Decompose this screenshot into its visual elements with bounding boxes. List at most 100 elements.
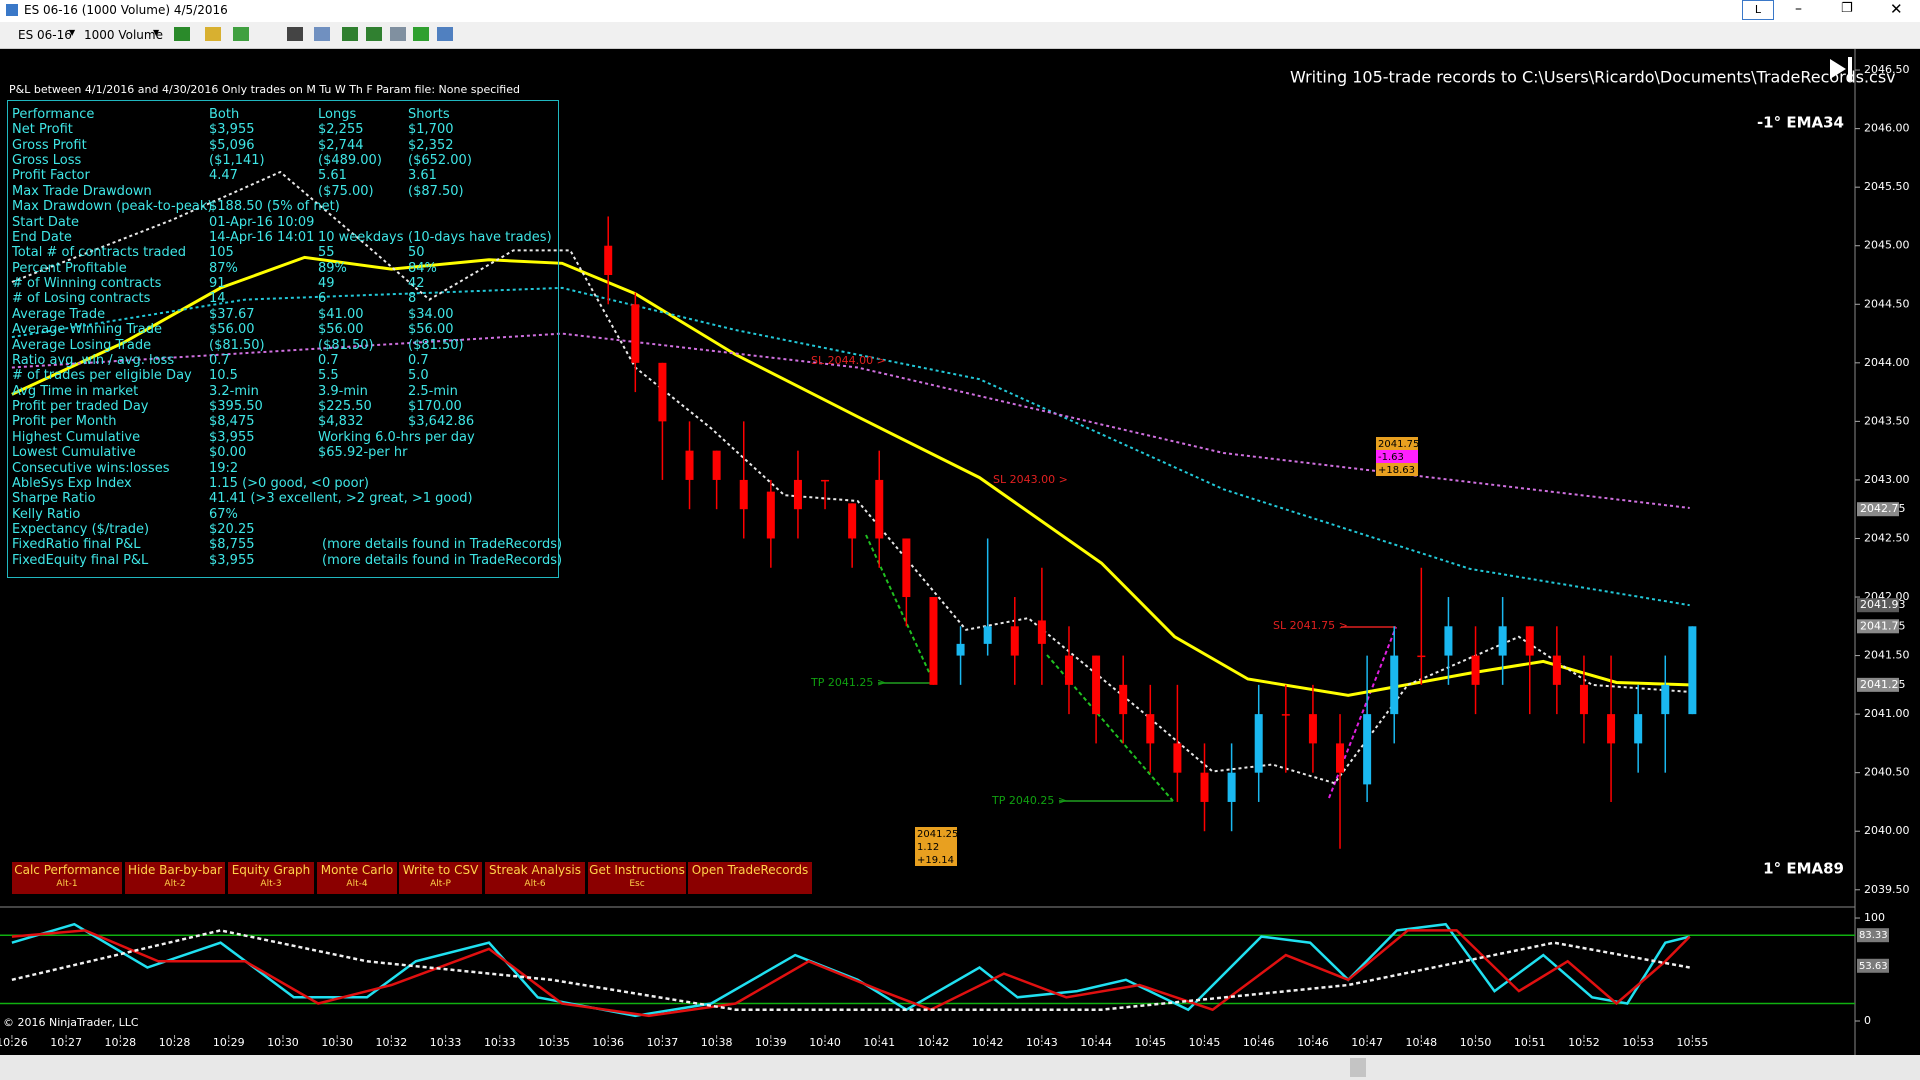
candle-body bbox=[1688, 626, 1697, 715]
osc-tick-label: 0 bbox=[1864, 1014, 1871, 1027]
order-label: TP 2041.25 > bbox=[810, 676, 886, 689]
candle-body bbox=[685, 450, 694, 480]
table-cell: $0.00 bbox=[209, 445, 247, 461]
table-cell: 8 bbox=[408, 291, 417, 307]
trade-box-text: +18.63 bbox=[1378, 465, 1415, 476]
osc-line bbox=[11, 929, 1691, 1018]
toolbar-button[interactable]: Equity Graph Alt-3 bbox=[228, 862, 314, 894]
ema-label: 1° EMA89 bbox=[1763, 860, 1844, 878]
table-cell: $3,955 bbox=[209, 429, 255, 445]
draw-tool[interactable] bbox=[205, 27, 221, 41]
toolbar-button[interactable]: Get Instructions Esc bbox=[588, 862, 686, 894]
image-tool[interactable] bbox=[390, 27, 406, 41]
table-cell: Max Trade Drawdown bbox=[12, 183, 152, 199]
table-cell: # of Losing contracts bbox=[12, 291, 151, 307]
toolbar-button[interactable]: Calc Performance Alt-1 bbox=[12, 862, 122, 894]
table-cell: $2,352 bbox=[408, 137, 454, 153]
window-title: ES 06-16 (1000 Volume) 4/5/2016 bbox=[24, 3, 228, 17]
toolbar-button[interactable]: Write to CSV Alt-P bbox=[399, 862, 482, 894]
table-cell: Percent Profitable bbox=[12, 260, 127, 276]
x-tick-label: 10:35 bbox=[538, 1036, 570, 1049]
price-tag-label: 2041.25 bbox=[1860, 678, 1906, 691]
indicator-tool[interactable] bbox=[233, 27, 249, 41]
candle-body bbox=[1417, 655, 1426, 658]
x-tick-label: 10:30 bbox=[267, 1036, 299, 1049]
y-tick-label: 2045.00 bbox=[1864, 239, 1910, 252]
toolbar-button[interactable]: Monte Carlo Alt-4 bbox=[317, 862, 397, 894]
close[interactable]: ✕ bbox=[1890, 0, 1903, 18]
table-cell: 14-Apr-16 14:01 bbox=[209, 229, 315, 245]
toolbar-button[interactable]: Hide Bar-by-bar Alt-2 bbox=[125, 862, 225, 894]
table-cell: Kelly Ratio bbox=[12, 506, 81, 522]
table-cell: 5.61 bbox=[318, 168, 347, 184]
minimize[interactable]: – bbox=[1795, 1, 1802, 17]
properties-tool[interactable] bbox=[437, 27, 453, 41]
table-cell: 0.7 bbox=[318, 352, 339, 368]
table-cell: 5.5 bbox=[318, 368, 339, 384]
header-text: P&L between 4/1/2016 and 4/30/2016 Only … bbox=[9, 83, 520, 96]
table-cell: $65.92-per hr bbox=[318, 445, 408, 461]
toolbar-button[interactable]: Open TradeRecords bbox=[688, 862, 812, 894]
candle-body bbox=[1634, 714, 1643, 744]
x-tick-label: 10:53 bbox=[1622, 1036, 1654, 1049]
toolbar-button[interactable]: Streak Analysis Alt-6 bbox=[485, 862, 585, 894]
table-cell: $56.00 bbox=[318, 322, 364, 338]
play-icon[interactable] bbox=[1830, 57, 1852, 81]
bars-tool[interactable] bbox=[174, 27, 190, 41]
maximize[interactable]: ❐ bbox=[1841, 1, 1853, 16]
trade-box bbox=[915, 840, 957, 853]
chart: Writing 105-trade records to C:\Users\Ri… bbox=[0, 49, 1910, 1055]
candle-body bbox=[1227, 772, 1236, 802]
candle-body bbox=[766, 491, 775, 539]
order-label: TP 2040.25 > bbox=[991, 794, 1067, 807]
table-cell: $56.00 bbox=[408, 322, 454, 338]
trade-box-text: 1.12 bbox=[917, 842, 939, 853]
y-tick-label: 2046.00 bbox=[1864, 122, 1910, 135]
table-cell: Average Losing Trade bbox=[12, 337, 152, 353]
x-tick-label: 10:42 bbox=[918, 1036, 950, 1049]
indicator-line bbox=[11, 286, 1690, 607]
table-cell: ($81.50) bbox=[318, 337, 374, 353]
x-tick-label: 10:55 bbox=[1677, 1036, 1709, 1049]
table-cell: 0.7 bbox=[209, 352, 230, 368]
crosshair-tool[interactable] bbox=[287, 27, 303, 41]
x-tick-label: 10:33 bbox=[484, 1036, 516, 1049]
ema-label: -1° EMA34 bbox=[1757, 114, 1844, 132]
chart-tool[interactable] bbox=[366, 27, 382, 41]
money-tool[interactable] bbox=[413, 27, 429, 41]
price-tag bbox=[1857, 619, 1899, 634]
link-button[interactable]: L bbox=[1742, 0, 1774, 20]
instrument-select[interactable]: ES 06-16 bbox=[18, 28, 72, 42]
zoom-tool[interactable] bbox=[314, 27, 330, 41]
candle-body bbox=[1390, 655, 1399, 715]
table-cell: Sharpe Ratio bbox=[12, 491, 96, 507]
table-cell: 42 bbox=[408, 276, 425, 292]
table-cell: FixedRatio final P&L bbox=[12, 537, 141, 553]
x-tick-label: 10:52 bbox=[1568, 1036, 1600, 1049]
osc-line bbox=[11, 929, 1690, 1011]
osc-tick-label: 100 bbox=[1864, 911, 1885, 924]
y-tick-label: 2043.50 bbox=[1864, 414, 1910, 427]
table-cell: Consecutive wins:losses bbox=[12, 460, 170, 476]
strategy-tool[interactable] bbox=[342, 27, 358, 41]
candle-body bbox=[1254, 714, 1263, 773]
candle-body bbox=[875, 479, 884, 539]
table-cell: $4,832 bbox=[318, 414, 364, 430]
osc-tag bbox=[1857, 928, 1889, 943]
table-cell: 3.2-min bbox=[209, 383, 259, 399]
y-tick-label: 2044.00 bbox=[1864, 356, 1910, 369]
candle-body bbox=[1308, 714, 1317, 744]
table-cell: 19:2 bbox=[209, 460, 239, 476]
scroll-thumb[interactable] bbox=[1350, 1058, 1366, 1077]
table-cell: 0.7 bbox=[408, 352, 429, 368]
osc-tag-label: 83.33 bbox=[1859, 930, 1888, 941]
trade-box-text: +19.14 bbox=[917, 855, 954, 866]
osc-tag bbox=[1857, 958, 1889, 973]
table-cell: Ratio avg. win / avg. loss bbox=[12, 352, 175, 368]
table-cell: ($652.00) bbox=[408, 153, 472, 169]
button-shortcut: Alt-3 bbox=[260, 879, 282, 889]
table-cell: $5,096 bbox=[209, 137, 255, 153]
interval-select[interactable]: 1000 Volume bbox=[84, 28, 163, 42]
candle-body bbox=[1471, 655, 1480, 685]
table-cell: Profit per Month bbox=[12, 414, 117, 430]
